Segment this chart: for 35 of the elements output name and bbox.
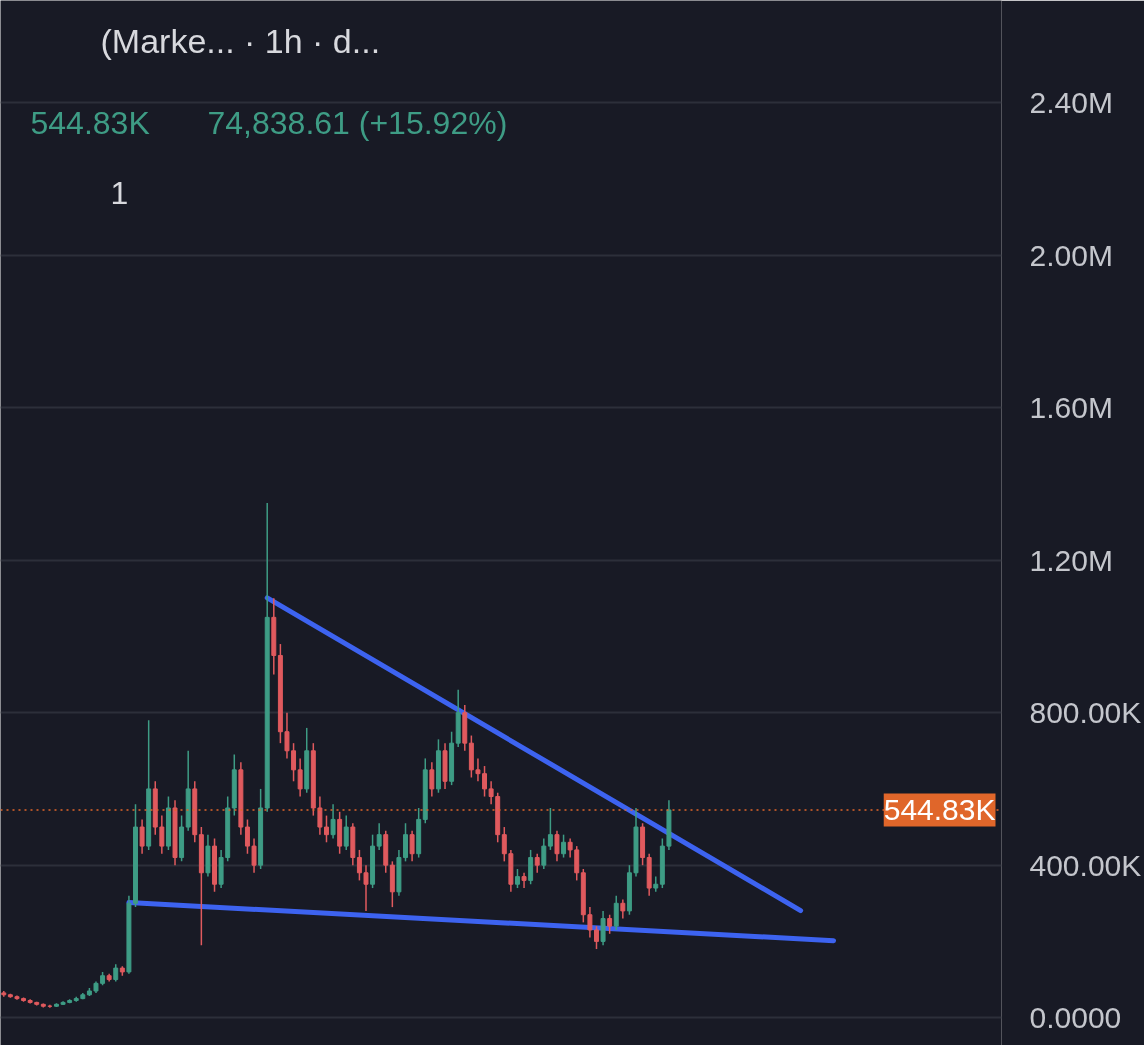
candlestick (600, 910, 606, 946)
y-tick-label: 0.0000 (1029, 1001, 1122, 1035)
candlestick (613, 894, 619, 931)
y-tick-label: 1.20M (1029, 543, 1113, 577)
y-tick-label: 400.00K (1029, 848, 1142, 882)
candlestick (363, 864, 369, 912)
candlestick (159, 814, 165, 855)
annotation: 74,838.61 (+15.92%) (207, 104, 508, 141)
annotation: 1 (110, 174, 129, 211)
candlestick (356, 849, 362, 882)
candlestick (534, 852, 540, 874)
annotation: 544.83K (30, 104, 150, 141)
candlestick (343, 814, 349, 851)
candlestick (528, 849, 534, 885)
y-tick-label: 800.00K (1029, 696, 1142, 730)
candlestick (376, 822, 382, 851)
candlestick (139, 818, 145, 855)
candlestick (330, 803, 336, 840)
candlestick (574, 845, 580, 882)
candlestick (429, 761, 435, 798)
y-tick-label: 2.40M (1029, 86, 1113, 120)
candlestick (561, 833, 567, 859)
y-tick-label: 2.00M (1029, 238, 1113, 272)
candlestick (607, 913, 613, 935)
candlestick (541, 837, 547, 870)
candlestick (554, 830, 560, 863)
candlestick (409, 830, 415, 863)
candlestick (567, 837, 573, 859)
text: (Marke... · 1h · d... (100, 21, 381, 60)
candlestick (514, 868, 520, 889)
y-tick-label: 1.60M (1029, 391, 1113, 425)
candlestick (547, 807, 553, 851)
ref-line-label: 544.83K (883, 793, 996, 827)
candlestick (297, 757, 303, 798)
candlestick (620, 898, 626, 920)
